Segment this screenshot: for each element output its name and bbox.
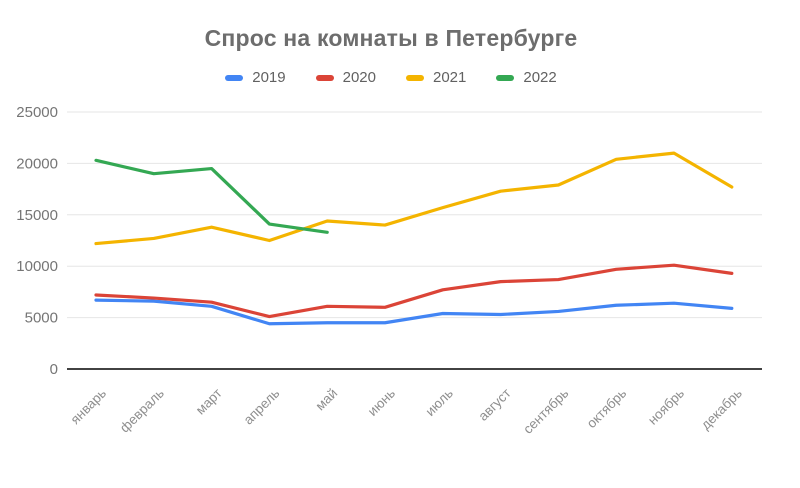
series-line-2022	[94, 158, 329, 234]
legend-label-2021: 2021	[433, 69, 467, 86]
chart-title: Спрос на комнаты в Петербурге	[204, 25, 578, 51]
x-tick-label-2: февраль	[117, 386, 167, 436]
legend-swatch-icon-2020	[315, 74, 334, 81]
x-tick-label-3: март	[193, 386, 225, 418]
y-tick-label-25000: 25000	[16, 104, 58, 121]
x-tick-label-4: апрель	[241, 386, 283, 428]
x-tick-label-6: июнь	[365, 386, 398, 419]
legend-label-2019: 2019	[252, 69, 286, 86]
chart-legend: 2019 2020 2021 2022	[0, 69, 782, 86]
legend-swatch-icon-2022	[496, 74, 515, 81]
series-line-2019	[94, 298, 734, 326]
y-tick-label-20000: 20000	[16, 155, 58, 172]
series-line-2020	[94, 263, 734, 319]
legend-swatch-icon-2019	[225, 74, 244, 81]
legend-label-2022: 2022	[523, 69, 557, 86]
x-tick-label-8: август	[475, 386, 513, 424]
x-tick-label-7: июль	[422, 386, 455, 419]
x-tick-label-5: май	[313, 386, 341, 414]
legend-label-2020: 2020	[342, 69, 376, 86]
legend-item-2019: 2019	[225, 69, 286, 86]
series-line-2021	[94, 151, 734, 246]
x-tick-label-11: ноябрь	[645, 386, 687, 428]
y-tick-label-15000: 15000	[16, 207, 58, 224]
legend-item-2022: 2022	[496, 69, 557, 86]
legend-swatch-icon-2021	[406, 74, 424, 81]
legend-item-2021: 2021	[406, 69, 466, 86]
x-tick-label-1: январь	[68, 386, 110, 428]
x-tick-label-10: октябрь	[584, 386, 629, 431]
y-tick-label-5000: 5000	[25, 310, 58, 327]
x-tick-label-12: декабрь	[698, 386, 745, 433]
legend-item-2020: 2020	[315, 69, 376, 86]
y-tick-label-0: 0	[50, 361, 58, 378]
y-tick-label-10000: 10000	[16, 258, 58, 275]
x-tick-label-9: сентябрь	[520, 386, 571, 437]
